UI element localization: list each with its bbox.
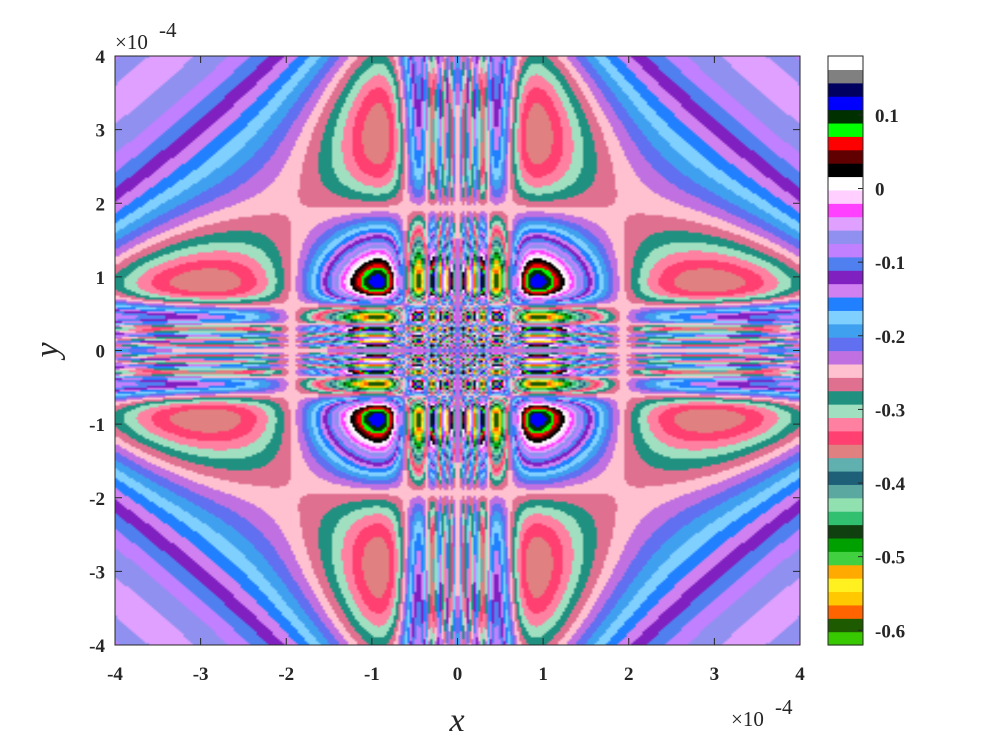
colorbar-swatch — [828, 377, 863, 392]
colorbar-swatch — [828, 149, 863, 164]
colorbar-swatch — [828, 363, 863, 378]
colorbar-swatch — [828, 390, 863, 405]
y-axis-multiplier: ×10 — [115, 30, 148, 54]
colorbar-swatch — [828, 189, 863, 204]
colorbar-frame — [827, 55, 864, 646]
colorbar-tick-label: -0.2 — [875, 327, 905, 348]
colorbar-swatch — [828, 578, 863, 593]
colorbar-swatch — [828, 69, 863, 84]
y-axis-label: y — [29, 342, 66, 361]
x-tick-label: -3 — [193, 664, 209, 685]
y-tick-label: -1 — [89, 415, 105, 436]
colorbar-swatch — [828, 350, 863, 365]
y-tick-label: -4 — [89, 636, 105, 657]
colorbar-swatch — [828, 337, 863, 352]
colorbar-swatch — [828, 524, 863, 539]
colorbar-tick-label: 0.1 — [875, 106, 899, 127]
colorbar-swatch — [828, 176, 863, 191]
y-tick-label: 4 — [96, 47, 106, 68]
x-tick-label: 1 — [538, 664, 548, 685]
colorbar-swatch — [828, 243, 863, 258]
colorbar-swatch — [828, 283, 863, 298]
x-tick-label: -2 — [278, 664, 294, 685]
colorbar-swatch — [828, 109, 863, 124]
colorbar-swatch — [828, 497, 863, 512]
colorbar: 0.1 0 -0.1 -0.2 -0.3 -0.4 -0.5 -0.6 — [827, 55, 906, 646]
y-tick-label: 1 — [96, 268, 106, 289]
colorbar-swatch — [828, 417, 863, 432]
x-tick-label: 2 — [624, 664, 634, 685]
axes: -4 -3 -2 -1 0 1 2 3 4 -4 -3 -2 -1 0 1 2 3 4 — [89, 47, 805, 685]
y-axis-exponent: -4 — [159, 18, 177, 42]
colorbar-swatch — [828, 564, 863, 579]
colorbar-swatch — [828, 430, 863, 445]
colorbar-tick-label: 0 — [875, 180, 885, 201]
x-tick-label: -1 — [364, 664, 380, 685]
colorbar-swatch — [828, 203, 863, 218]
colorbar-swatch — [828, 444, 863, 459]
x-tick-label: -4 — [107, 664, 123, 685]
colorbar-swatch — [828, 270, 863, 285]
y-tick-label: 0 — [96, 342, 106, 363]
colorbar-swatch — [828, 511, 863, 526]
colorbar-swatch — [828, 310, 863, 325]
x-axis-label: x — [448, 702, 464, 739]
colorbar-swatch — [828, 296, 863, 311]
colorbar-tick-label: -0.3 — [875, 400, 905, 421]
colorbar-swatch — [828, 56, 863, 70]
colorbar-swatch — [828, 618, 863, 633]
colorbar-swatch — [828, 323, 863, 338]
colorbar-tick-label: -0.1 — [875, 253, 905, 274]
heatmap-image — [115, 56, 800, 645]
colorbar-tick-label: -0.6 — [875, 621, 905, 642]
colorbar-swatch — [828, 484, 863, 499]
y-tick-label: 3 — [96, 121, 106, 142]
colorbar-swatch — [828, 96, 863, 111]
colorbar-swatch — [828, 216, 863, 231]
colorbar-swatch — [828, 163, 863, 178]
y-tick-label: -3 — [89, 562, 105, 583]
x-tick-label: 0 — [453, 664, 463, 685]
colorbar-tick-label: -0.4 — [875, 474, 906, 495]
colorbar-swatch — [828, 136, 863, 151]
colorbar-swatch — [828, 537, 863, 552]
colorbar-swatch — [828, 631, 863, 646]
heatmap-plot — [115, 56, 800, 645]
colorbar-swatch — [828, 551, 863, 566]
y-tick-label: -2 — [89, 489, 105, 510]
colorbar-swatch — [828, 604, 863, 619]
colorbar-swatch — [828, 470, 863, 485]
y-tick-label: 2 — [96, 194, 106, 215]
colorbar-swatch — [828, 122, 863, 137]
x-tick-label: 4 — [795, 664, 805, 685]
colorbar-swatch — [828, 256, 863, 271]
x-axis-multiplier: ×10 — [731, 707, 764, 731]
x-axis-exponent: -4 — [775, 695, 793, 719]
colorbar-swatch — [828, 404, 863, 419]
colorbar-tick-label: -0.5 — [875, 548, 905, 569]
x-tick-label: 3 — [710, 664, 720, 685]
colorbar-swatch — [828, 457, 863, 472]
colorbar-swatch — [828, 230, 863, 245]
colorbar-swatch — [828, 591, 863, 606]
colorbar-swatch — [828, 82, 863, 97]
